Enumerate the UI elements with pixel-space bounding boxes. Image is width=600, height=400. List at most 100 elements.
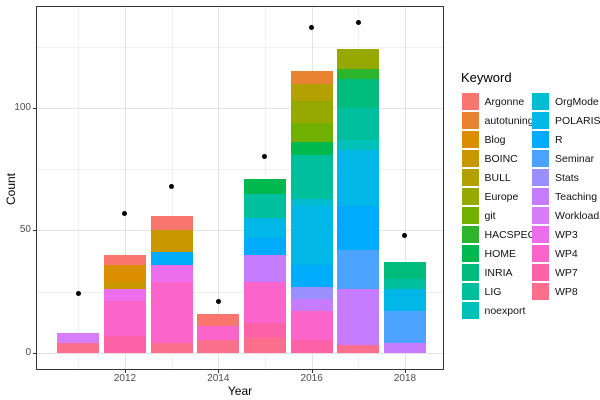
legend-swatch-bull: [461, 169, 479, 186]
legend-label-wp7: WP7: [555, 266, 578, 279]
bar-segment-europe: [290, 100, 333, 123]
gridline-y-major: [36, 352, 444, 354]
legend-label-wp8: WP8: [555, 285, 578, 298]
bar-segment-wp4: [243, 281, 286, 324]
bar-segment-europe: [337, 49, 380, 69]
bar-segment-argonne: [150, 215, 193, 231]
legend-label-argonne: Argonne: [484, 95, 525, 108]
legend-label-stats: Stats: [555, 171, 579, 184]
legend-swatch-blog: [461, 131, 479, 148]
data-point-dot: [402, 232, 408, 238]
legend-swatch-argonne: [461, 93, 479, 110]
bar-segment-lig: [290, 154, 333, 199]
legend-swatch-lig: [461, 283, 479, 300]
legend-swatch-workload: [532, 207, 550, 224]
legend-label-noexport: noexport: [484, 304, 526, 317]
bar-segment-workload: [57, 333, 100, 343]
legend-swatch-orgmode: [532, 93, 550, 110]
y-tick-mark: [32, 352, 36, 354]
data-point-dot: [122, 210, 128, 216]
gridline-y-minor: [36, 169, 444, 171]
bar-segment-wp7: [103, 335, 146, 353]
legend-swatch-wp8: [532, 283, 550, 300]
legend-label-boinc: BOINC: [484, 152, 518, 165]
legend-label-wp3: WP3: [555, 228, 578, 241]
x-tick-mark: [404, 369, 406, 373]
gridline-y-major: [36, 108, 444, 110]
bar-segment-blog: [103, 264, 146, 282]
bar-segment-seminar: [383, 311, 426, 343]
bar-segment-inria: [337, 78, 380, 109]
legend-label-workload: Workload: [555, 209, 600, 222]
legend-swatch-r: [532, 131, 550, 148]
legend-swatch-boinc: [461, 150, 479, 167]
bar-segment-lig: [243, 193, 286, 219]
bar-segment-teaching: [383, 342, 426, 353]
plot-panel: [35, 5, 444, 370]
legend-label-r: R: [555, 133, 563, 146]
bar-segment-teaching: [290, 298, 333, 312]
bar-segment-polaris: [383, 289, 426, 312]
bar-segment-wp8: [243, 338, 286, 353]
bar-segment-wp8: [150, 342, 193, 353]
bar-segment-argonne: [197, 313, 240, 326]
bar-segment-wp3: [150, 264, 193, 282]
bar-segment-teaching: [243, 254, 286, 282]
legend-label-hacspecis: HACSPECIS: [484, 228, 546, 241]
bar-segment-boinc: [103, 281, 146, 290]
legend-swatch-hacspecis: [461, 226, 479, 243]
legend-label-home: HOME: [484, 247, 517, 260]
y-axis-title: Count: [4, 172, 18, 206]
bar-segment-hacspecis: [337, 68, 380, 79]
bar-segment-boinc: [150, 230, 193, 253]
bar-segment-r: [150, 252, 193, 265]
bar-segment-wp8: [337, 345, 380, 353]
legend-swatch-teaching: [532, 188, 550, 205]
legend-label-polaris: POLARIS: [555, 114, 600, 127]
legend-label-inria: INRIA: [484, 266, 513, 279]
legend-label-europe: Europe: [484, 190, 519, 203]
legend-swatch-seminar: [532, 150, 550, 167]
x-tick-label: 2012: [113, 373, 137, 384]
x-tick-label: 2014: [207, 373, 230, 384]
x-axis-title: Year: [227, 384, 253, 398]
legend-label-teaching: Teaching: [555, 190, 598, 203]
bar-segment-home: [290, 142, 333, 155]
data-point-dot: [262, 154, 268, 160]
legend-label-blog: Blog: [484, 133, 506, 146]
bar-segment-noexport: [337, 139, 380, 150]
bar-segment-wp4: [103, 301, 146, 336]
data-point-dot: [355, 19, 361, 25]
bar-segment-bull: [290, 83, 333, 101]
y-tick-label: 50: [19, 224, 31, 236]
legend-swatch-stats: [532, 169, 550, 186]
legend-swatch-autotuning: [461, 112, 479, 129]
legend-label-git: git: [484, 209, 496, 222]
bar-segment-lig: [337, 108, 380, 140]
bar-segment-orgmode: [290, 198, 333, 206]
gridline-x-minor: [78, 6, 80, 369]
legend-label-orgmode: OrgMode: [555, 95, 599, 108]
bar-segment-argonne: [103, 254, 146, 265]
y-tick-label: 100: [14, 102, 31, 114]
legend-label-wp4: WP4: [555, 247, 578, 260]
bar-segment-wp4: [150, 281, 193, 343]
gridline-x-major: [218, 6, 220, 369]
bar-segment-lig: [383, 279, 426, 290]
legend-swatch-wp7: [532, 264, 550, 281]
legend-label-bull: BULL: [484, 171, 511, 184]
bar-segment-r: [243, 237, 286, 255]
legend-swatch-inria: [461, 264, 479, 281]
bar-segment-wp7: [290, 340, 333, 353]
legend-swatch-polaris: [532, 112, 550, 129]
bar-segment-teaching: [337, 289, 380, 346]
legend-swatch-git: [461, 207, 479, 224]
legend-swatch-noexport: [461, 302, 479, 319]
legend-label-lig: LIG: [484, 285, 502, 298]
bar-segment-wp8: [57, 342, 100, 353]
legend-label-seminar: Seminar: [555, 152, 595, 165]
gridline-y-minor: [36, 291, 444, 293]
gridline-y-major: [36, 230, 444, 232]
data-point-dot: [215, 298, 221, 304]
